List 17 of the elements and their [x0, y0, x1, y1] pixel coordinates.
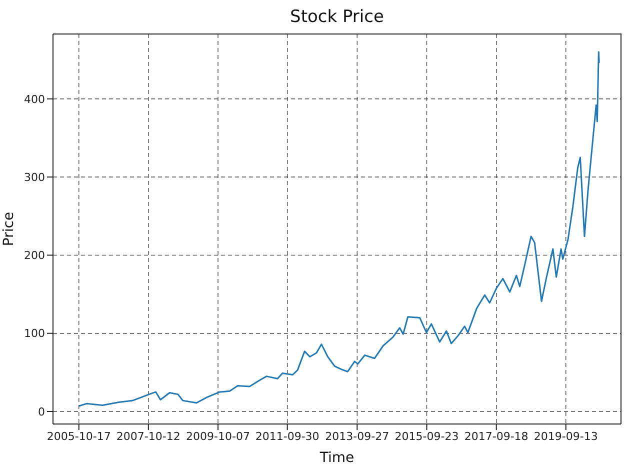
y-axis-title: Price	[0, 212, 17, 246]
x-tick-label: 2019-09-13	[534, 430, 598, 443]
x-tick-label: 2017-09-18	[464, 430, 528, 443]
y-tick-label: 100	[24, 327, 45, 340]
line-series	[78, 51, 600, 407]
y-tick-label: 200	[24, 249, 45, 262]
x-tick-label: 2005-10-17	[46, 430, 111, 443]
y-tick-label: 0	[38, 405, 45, 418]
y-tick-label: 400	[24, 92, 45, 106]
x-tick-label: 2013-09-27	[325, 430, 390, 443]
x-tick-label: 2011-09-30	[255, 430, 320, 443]
x-tick-label: 2007-10-12	[116, 430, 180, 443]
x-tick-label: 2015-09-23	[394, 430, 459, 443]
y-tick-label: 300	[24, 170, 45, 184]
x-tick-label: 2009-10-07	[186, 430, 250, 443]
x-axis-title: Time	[318, 450, 354, 464]
chart-title: Stock Price	[290, 7, 384, 27]
